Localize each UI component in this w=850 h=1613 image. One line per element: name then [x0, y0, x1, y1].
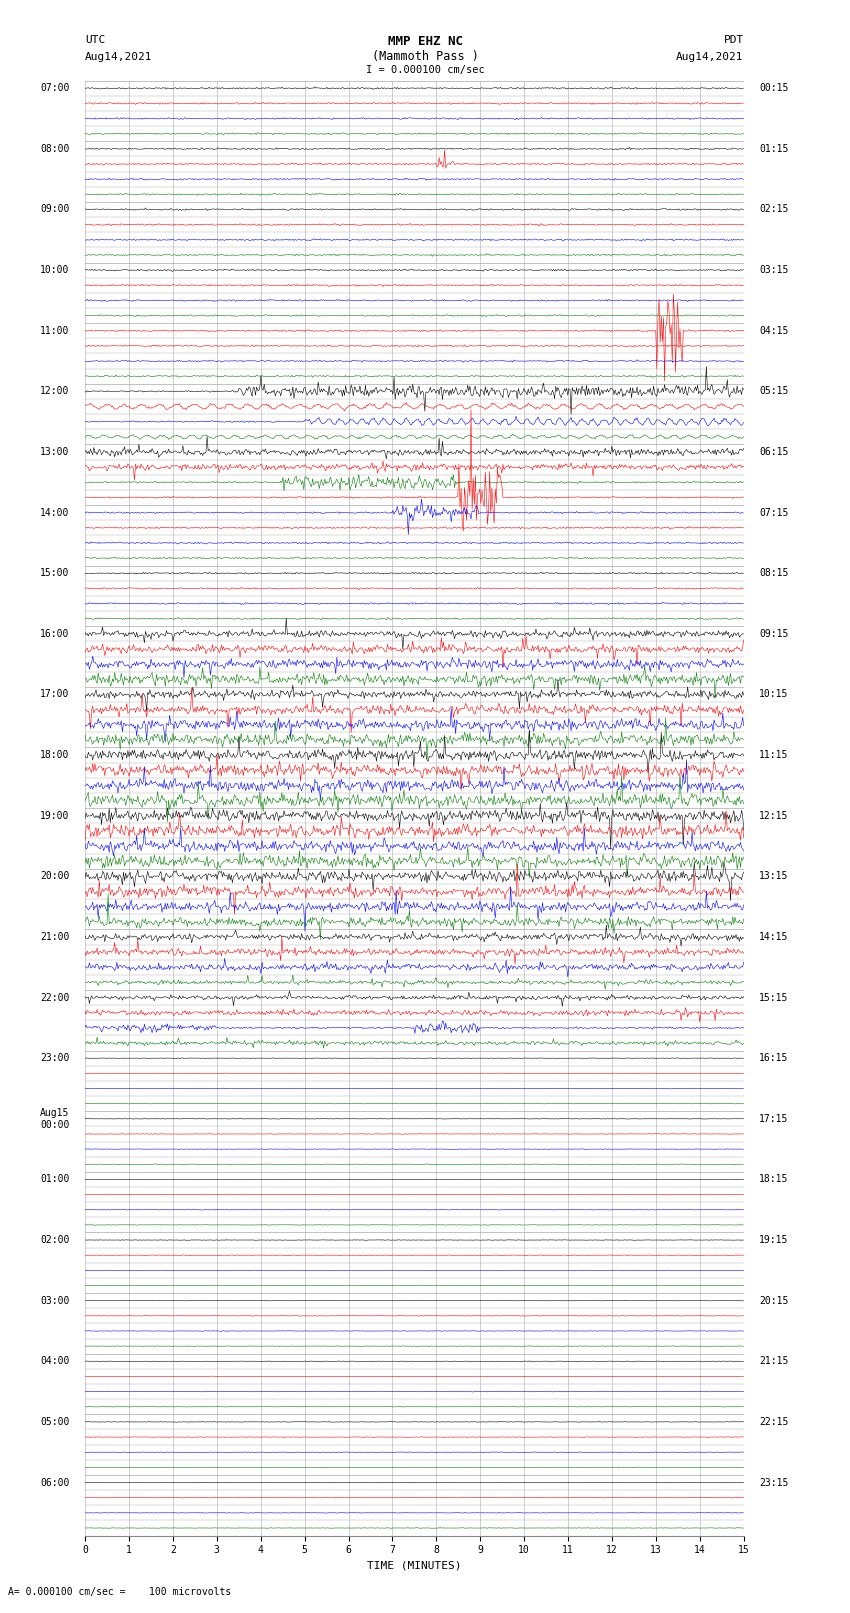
Text: 03:00: 03:00	[40, 1295, 70, 1305]
Text: 13:00: 13:00	[40, 447, 70, 456]
Text: 13:15: 13:15	[759, 871, 789, 881]
Text: 16:00: 16:00	[40, 629, 70, 639]
Text: 02:00: 02:00	[40, 1236, 70, 1245]
Text: 11:00: 11:00	[40, 326, 70, 336]
Text: 02:15: 02:15	[759, 205, 789, 215]
Text: I = 0.000100 cm/sec: I = 0.000100 cm/sec	[366, 65, 484, 74]
Text: 04:00: 04:00	[40, 1357, 70, 1366]
Text: 23:15: 23:15	[759, 1478, 789, 1487]
Text: 16:15: 16:15	[759, 1053, 789, 1063]
Text: 17:00: 17:00	[40, 689, 70, 700]
Text: 01:00: 01:00	[40, 1174, 70, 1184]
Text: 09:15: 09:15	[759, 629, 789, 639]
Text: 05:15: 05:15	[759, 387, 789, 397]
Text: 19:00: 19:00	[40, 811, 70, 821]
Text: 08:00: 08:00	[40, 144, 70, 153]
Text: 12:15: 12:15	[759, 811, 789, 821]
Text: 04:15: 04:15	[759, 326, 789, 336]
Text: 21:00: 21:00	[40, 932, 70, 942]
Text: MMP EHZ NC: MMP EHZ NC	[388, 35, 462, 48]
Text: 21:15: 21:15	[759, 1357, 789, 1366]
Text: 22:15: 22:15	[759, 1416, 789, 1428]
Text: 10:00: 10:00	[40, 265, 70, 276]
Text: 11:15: 11:15	[759, 750, 789, 760]
Text: 17:15: 17:15	[759, 1115, 789, 1124]
Text: 05:00: 05:00	[40, 1416, 70, 1428]
Text: 20:00: 20:00	[40, 871, 70, 881]
Text: 00:15: 00:15	[759, 84, 789, 94]
Text: 15:00: 15:00	[40, 568, 70, 577]
Text: 18:15: 18:15	[759, 1174, 789, 1184]
Text: 23:00: 23:00	[40, 1053, 70, 1063]
Text: 19:15: 19:15	[759, 1236, 789, 1245]
Text: Aug15
00:00: Aug15 00:00	[40, 1108, 70, 1129]
Text: 14:15: 14:15	[759, 932, 789, 942]
Text: 06:15: 06:15	[759, 447, 789, 456]
Text: 01:15: 01:15	[759, 144, 789, 153]
Text: 03:15: 03:15	[759, 265, 789, 276]
Text: 06:00: 06:00	[40, 1478, 70, 1487]
Text: A= 0.000100 cm/sec =    100 microvolts: A= 0.000100 cm/sec = 100 microvolts	[8, 1587, 232, 1597]
Text: 20:15: 20:15	[759, 1295, 789, 1305]
Text: Aug14,2021: Aug14,2021	[677, 52, 744, 61]
Text: 10:15: 10:15	[759, 689, 789, 700]
Text: PDT: PDT	[723, 35, 744, 45]
Text: 09:00: 09:00	[40, 205, 70, 215]
Text: 07:15: 07:15	[759, 508, 789, 518]
X-axis label: TIME (MINUTES): TIME (MINUTES)	[367, 1561, 462, 1571]
Text: 07:00: 07:00	[40, 84, 70, 94]
Text: 18:00: 18:00	[40, 750, 70, 760]
Text: Aug14,2021: Aug14,2021	[85, 52, 152, 61]
Text: UTC: UTC	[85, 35, 105, 45]
Text: 08:15: 08:15	[759, 568, 789, 577]
Text: 15:15: 15:15	[759, 992, 789, 1003]
Text: 14:00: 14:00	[40, 508, 70, 518]
Text: (Mammoth Pass ): (Mammoth Pass )	[371, 50, 479, 63]
Text: 12:00: 12:00	[40, 387, 70, 397]
Text: 22:00: 22:00	[40, 992, 70, 1003]
